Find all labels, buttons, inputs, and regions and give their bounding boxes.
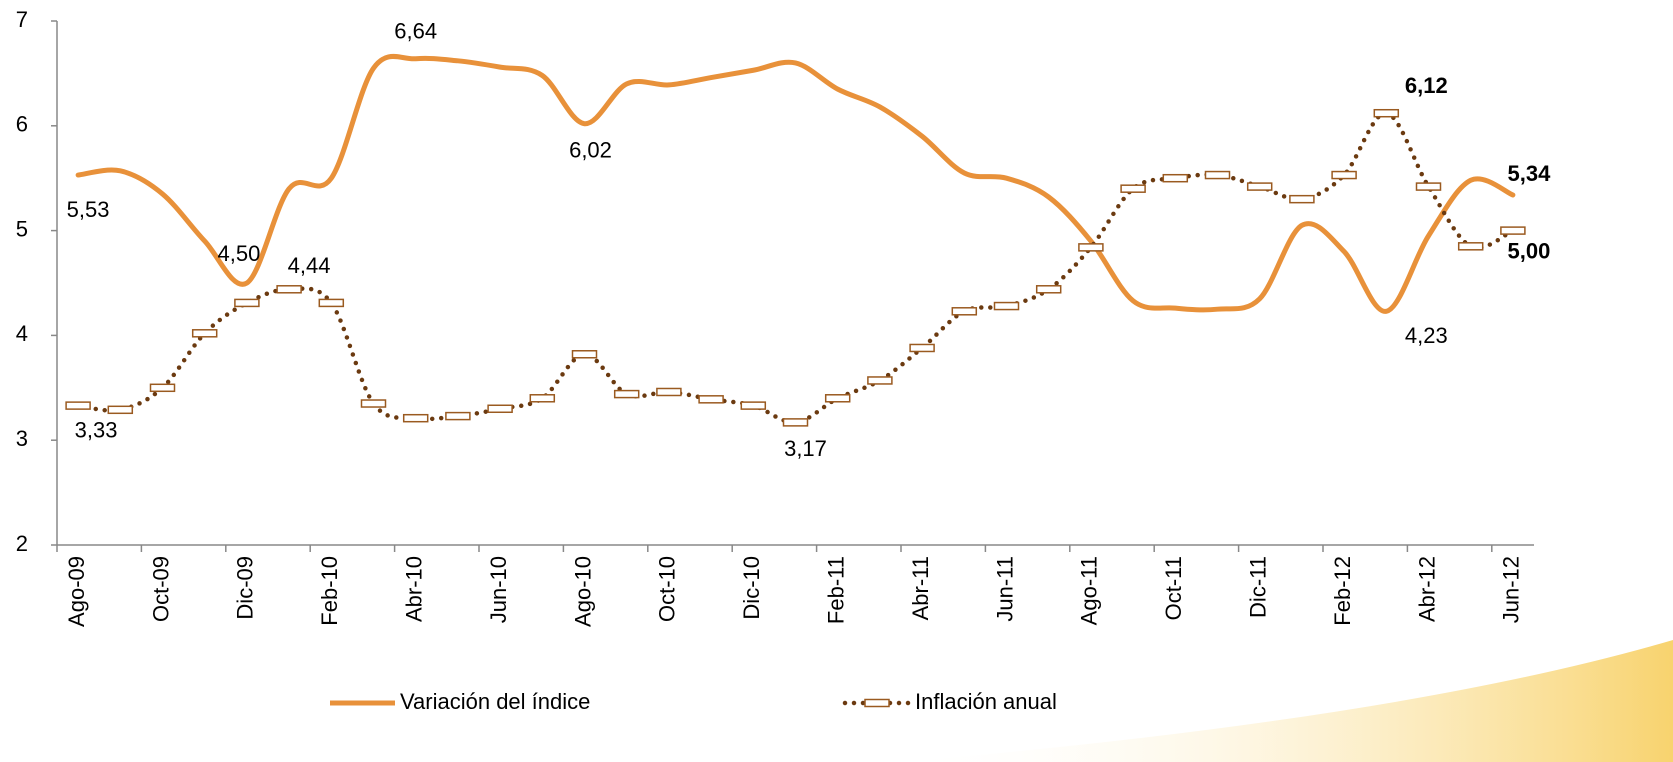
marker (1500, 226, 1526, 235)
marker (276, 285, 302, 294)
x-tick-label: Feb-11 (824, 556, 849, 624)
marker (1415, 182, 1442, 191)
data-label: 5,00 (1507, 238, 1550, 263)
marker (951, 307, 978, 316)
marker (1331, 170, 1357, 180)
marker (824, 394, 851, 403)
marker (234, 298, 260, 308)
x-tick-label: Jun-10 (486, 556, 511, 623)
marker (1246, 182, 1273, 191)
marker (1120, 184, 1146, 193)
marker (65, 401, 91, 410)
marker (1289, 194, 1315, 204)
data-label: 4,50 (217, 241, 260, 266)
marker (402, 413, 429, 423)
decoration (900, 640, 1673, 762)
data-label: 6,12 (1405, 73, 1448, 98)
y-tick-label: 6 (16, 112, 28, 137)
marker (698, 395, 724, 404)
marker (867, 376, 893, 385)
data-label: 6,02 (569, 138, 612, 163)
x-tick-label: Dic-11 (1246, 556, 1271, 618)
marker (613, 389, 640, 399)
x-tick-label: Oct-09 (148, 556, 173, 622)
x-tick-label: Feb-12 (1330, 556, 1355, 626)
marker (1078, 243, 1104, 252)
marker (909, 343, 935, 353)
marker (1204, 170, 1231, 180)
marker (107, 405, 134, 415)
y-tick-label: 4 (16, 321, 28, 346)
data-label: 3,17 (784, 436, 827, 461)
marker (445, 411, 471, 421)
data-label: 4,23 (1405, 323, 1448, 348)
x-tick-label: Dic-09 (233, 556, 258, 620)
marker (529, 394, 556, 403)
legend-label: Variación del índice (400, 689, 590, 714)
marker (571, 350, 598, 359)
marker (993, 301, 1020, 311)
marker (1457, 242, 1484, 251)
x-tick-label: Abr-12 (1414, 556, 1439, 622)
legend-swatch (864, 698, 890, 708)
data-label: 4,44 (288, 253, 331, 278)
x-tick-label: Feb-10 (317, 556, 342, 626)
marker (318, 298, 345, 308)
x-tick-label: Jun-12 (1499, 556, 1524, 623)
marker (191, 329, 218, 338)
marker (360, 399, 387, 408)
marker (149, 383, 176, 393)
marker (782, 418, 809, 427)
marker (1162, 173, 1189, 183)
marker (656, 387, 682, 397)
marker (1035, 285, 1062, 294)
data-label: 3,33 (75, 417, 118, 442)
y-tick-label: 3 (16, 426, 28, 451)
data-label: 5,34 (1507, 161, 1551, 186)
x-tick-label: Dic-10 (739, 556, 764, 620)
marker (1373, 108, 1400, 118)
y-tick-label: 2 (16, 531, 28, 556)
marker (740, 401, 767, 410)
y-tick-label: 5 (16, 216, 28, 241)
x-tick-label: Jun-11 (992, 556, 1017, 622)
x-tick-label: Abr-11 (908, 556, 933, 620)
x-tick-label: Ago-11 (1077, 556, 1102, 625)
series-line (75, 53, 1516, 314)
x-tick-label: Ago-10 (570, 556, 595, 627)
data-label: 5,53 (67, 197, 110, 222)
marker (487, 404, 513, 414)
x-tick-label: Oct-10 (655, 556, 680, 622)
data-label: 6,64 (394, 19, 437, 44)
x-tick-label: Oct-11 (1161, 556, 1186, 620)
y-tick-label: 7 (16, 7, 28, 32)
legend-label: Inflación anual (915, 689, 1057, 714)
x-tick-label: Ago-09 (64, 556, 89, 627)
x-tick-label: Abr-10 (402, 556, 427, 622)
